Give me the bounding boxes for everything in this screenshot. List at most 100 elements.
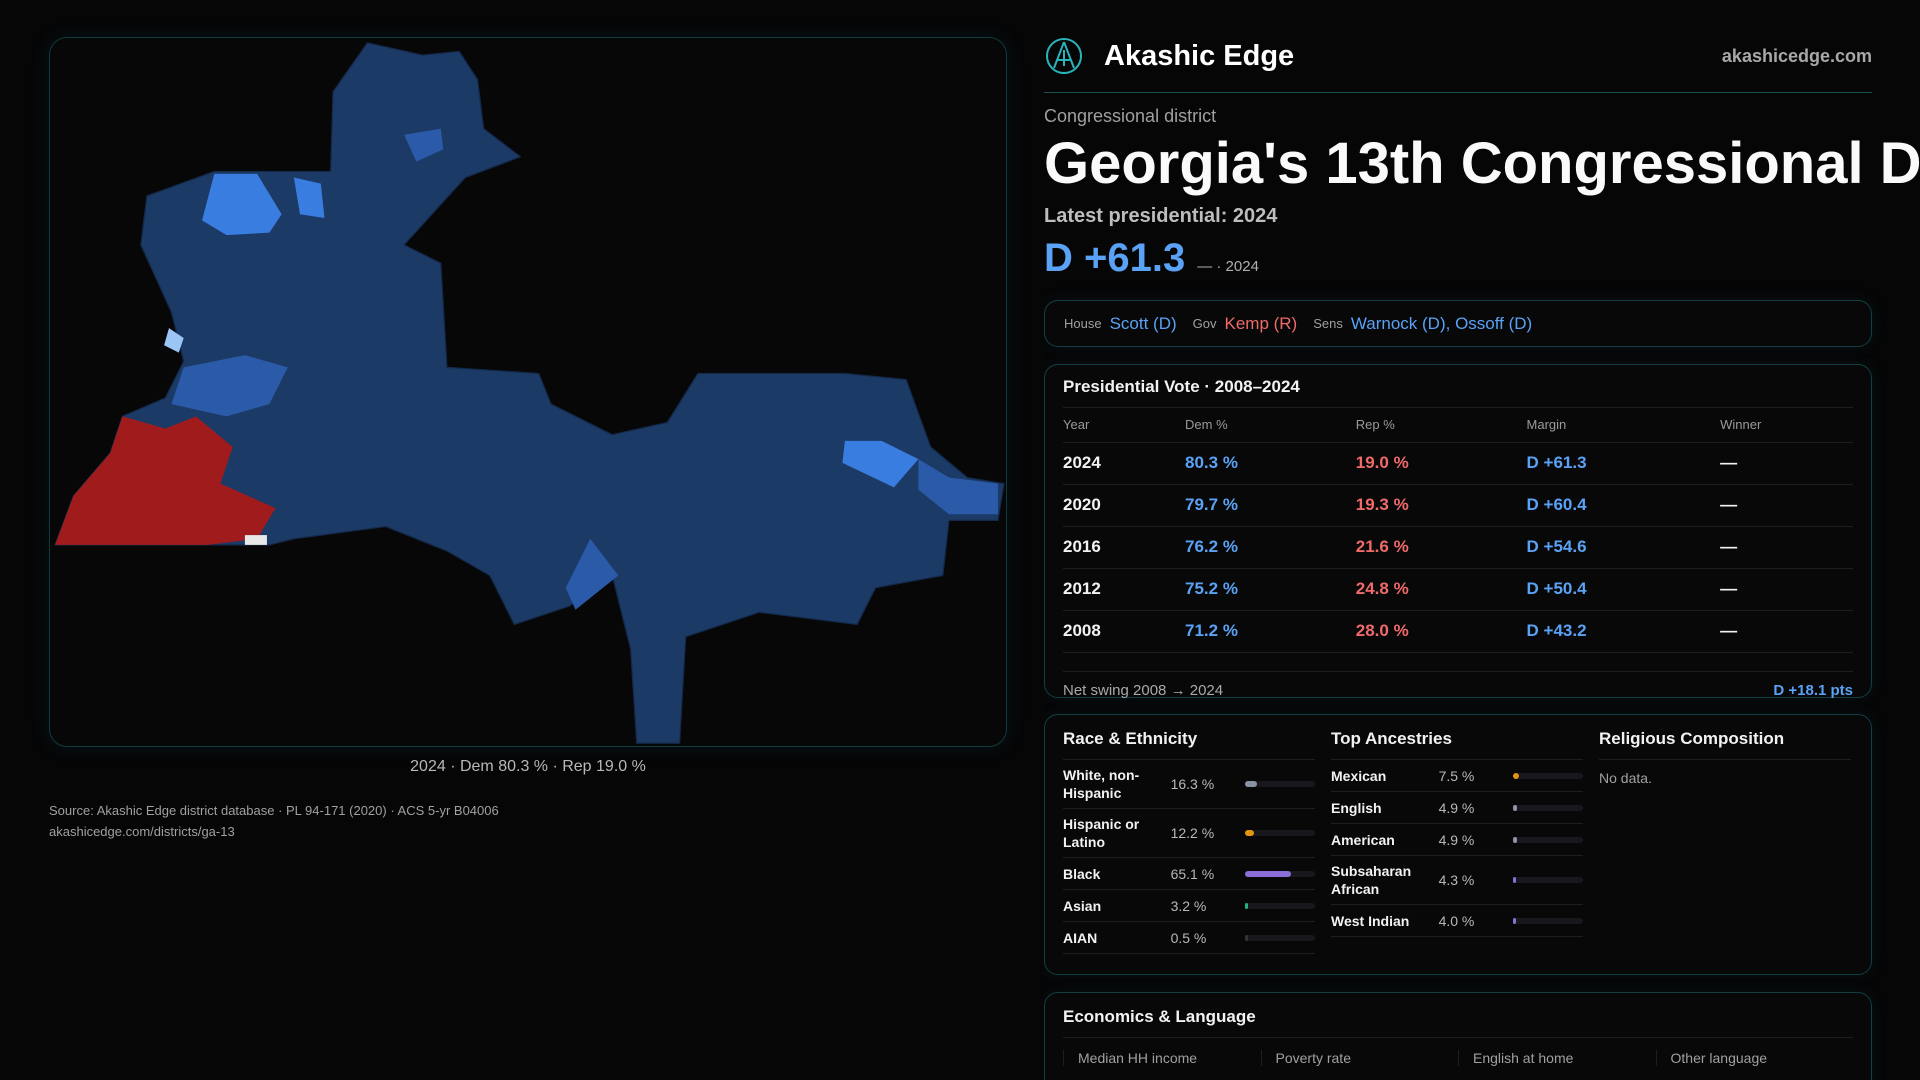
- section-title: Economics & Language: [1063, 1007, 1853, 1038]
- list-item: White, non-Hispanic 16.3 %: [1063, 760, 1315, 809]
- share-bar-fill: [1513, 804, 1517, 811]
- item-name: American: [1331, 831, 1395, 848]
- table-cell: 19.0 %: [1355, 442, 1527, 485]
- divider: [1044, 92, 1872, 93]
- list-item: Mexican 7.5 %: [1331, 760, 1583, 792]
- share-bar: [1513, 836, 1583, 843]
- column-header: Winner: [1720, 408, 1853, 443]
- share-bar-fill: [1245, 934, 1249, 941]
- item-name: West Indian: [1331, 912, 1410, 929]
- item-pct: 4.3 %: [1438, 872, 1475, 888]
- list-item: Hispanic or Latino 12.2 %: [1063, 809, 1315, 858]
- list-item: Asian 3.2 %: [1063, 890, 1315, 922]
- economics-card: Economics & Language Median HH income Pov…: [1044, 992, 1872, 1080]
- share-bar-fill: [1245, 902, 1249, 909]
- presidential-vote-card: Presidential Vote · 2008–2024 Year Dem % R…: [1044, 364, 1872, 699]
- list-item: Black 65.1 %: [1063, 858, 1315, 890]
- official-label: Gov: [1192, 316, 1217, 331]
- table-cell: 21.6 %: [1355, 526, 1527, 569]
- table-cell: 71.2 %: [1185, 610, 1356, 653]
- district-map-panel[interactable]: [49, 37, 1007, 747]
- brand-name: Akashic Edge: [1104, 39, 1295, 72]
- column-header: Dem %: [1185, 408, 1356, 443]
- item-name: Mexican: [1331, 767, 1387, 784]
- table-cell: 28.0 %: [1355, 610, 1527, 653]
- table-cell: D +54.6: [1526, 526, 1721, 569]
- site-link[interactable]: akashicedge.com: [1721, 46, 1872, 66]
- share-bar-fill: [1245, 870, 1291, 877]
- item-pct: 7.5 %: [1438, 767, 1475, 784]
- item-name: English: [1331, 799, 1382, 816]
- map-caption: 2024 · Dem 80.3 % · Rep 19.0 %: [410, 758, 646, 775]
- details-panel: Akashic Edge akashicedge.com Congression…: [1044, 0, 1920, 1080]
- share-bar-fill: [1513, 772, 1519, 779]
- table-cell: —: [1720, 526, 1853, 569]
- table-cell: 2012: [1063, 568, 1186, 611]
- page-url[interactable]: akashicedge.com/districts/ga-13: [49, 824, 235, 839]
- share-bar-fill: [1245, 830, 1254, 836]
- table-cell: 2008: [1063, 610, 1186, 653]
- share-bar: [1513, 917, 1583, 924]
- no-data: No data.: [1599, 770, 1652, 786]
- table-cell: —: [1720, 610, 1853, 653]
- net-swing: Net swing 2008 → 2024 D +18.1 pts: [1063, 670, 1853, 699]
- item-name: AIAN: [1063, 929, 1098, 946]
- swing-value: D +18.1 pts: [1773, 681, 1853, 699]
- table-row: 2008 71.2 % 28.0 % D +43.2—: [1063, 610, 1853, 653]
- governor: Kemp (R): [1224, 313, 1298, 333]
- presidential-table: Year Dem % Rep % Margin Winner 2024 80.3 % 19.0…: [1063, 408, 1853, 653]
- section-title: Religious Composition: [1599, 729, 1851, 760]
- district-type: Congressional district: [1044, 106, 1217, 126]
- item-name: Black: [1063, 865, 1101, 882]
- table-cell: —: [1720, 568, 1853, 611]
- item-pct: 4.0 %: [1438, 912, 1475, 929]
- latest-presidential: Latest presidential: 2024: [1044, 205, 1278, 227]
- table-cell: D +43.2: [1526, 610, 1721, 653]
- list-item: English 4.9 %: [1331, 792, 1583, 824]
- swing-label: Net swing 2008 → 2024: [1063, 681, 1224, 699]
- table-cell: 24.8 %: [1355, 568, 1527, 611]
- metric-label: Poverty rate: [1260, 1050, 1459, 1066]
- item-name: Asian: [1063, 897, 1102, 914]
- table-cell: 80.3 %: [1185, 442, 1356, 485]
- table-cell: —: [1720, 442, 1853, 485]
- share-bar: [1245, 830, 1315, 836]
- source-footer: Source: Akashic Edge district database ·…: [49, 800, 1007, 842]
- senators: Warnock (D), Ossoff (D): [1350, 313, 1533, 333]
- item-pct: 16.3 %: [1170, 776, 1215, 792]
- share-bar: [1245, 902, 1315, 909]
- column-header: Margin: [1526, 408, 1721, 443]
- official-label: Sens: [1313, 316, 1343, 331]
- table-row: 2016 76.2 % 21.6 % D +54.6—: [1063, 526, 1853, 569]
- table-cell: 19.3 %: [1355, 484, 1527, 527]
- margin-value: D +61.3: [1044, 236, 1186, 280]
- table-cell: 79.7 %: [1185, 484, 1356, 527]
- source-text: Source: Akashic Edge district database ·…: [49, 803, 499, 818]
- section-title: Race & Ethnicity: [1063, 729, 1315, 760]
- brand[interactable]: Akashic Edge: [1044, 36, 1294, 76]
- item-pct: 4.9 %: [1438, 831, 1475, 848]
- demographics-card: Race & Ethnicity White, non-Hispanic 16.3 …: [1044, 714, 1872, 975]
- table-cell: D +50.4: [1526, 568, 1721, 611]
- share-bar: [1513, 772, 1583, 779]
- share-bar-fill: [1245, 781, 1257, 787]
- table-cell: —: [1720, 484, 1853, 527]
- margin-sub: — · 2024: [1197, 258, 1259, 275]
- share-bar: [1245, 870, 1315, 877]
- list-item: West Indian 4.0 %: [1331, 905, 1583, 937]
- share-bar-fill: [1513, 877, 1517, 883]
- official-label: House: [1064, 316, 1102, 331]
- column-header: Year: [1063, 408, 1186, 443]
- page-title: Georgia's 13th Congressional District: [1044, 131, 1920, 196]
- share-bar: [1513, 804, 1583, 811]
- share-bar-fill: [1513, 917, 1517, 924]
- table-cell: D +61.3: [1526, 442, 1721, 485]
- section-title: Top Ancestries: [1331, 729, 1583, 760]
- top-ancestries: Top Ancestries Mexican 7.5 % English 4.9 % Am…: [1331, 729, 1583, 960]
- officials-bar: House Scott (D) Gov Kemp (R) Sens Warnock (…: [1044, 300, 1872, 347]
- column-header: Rep %: [1355, 408, 1527, 443]
- item-pct: 0.5 %: [1170, 929, 1207, 946]
- metric-label: Median HH income: [1063, 1050, 1261, 1066]
- headline-margin: D +61.3 — · 2024: [1044, 236, 1259, 281]
- table-row: 2024 80.3 % 19.0 % D +61.3—: [1063, 442, 1853, 485]
